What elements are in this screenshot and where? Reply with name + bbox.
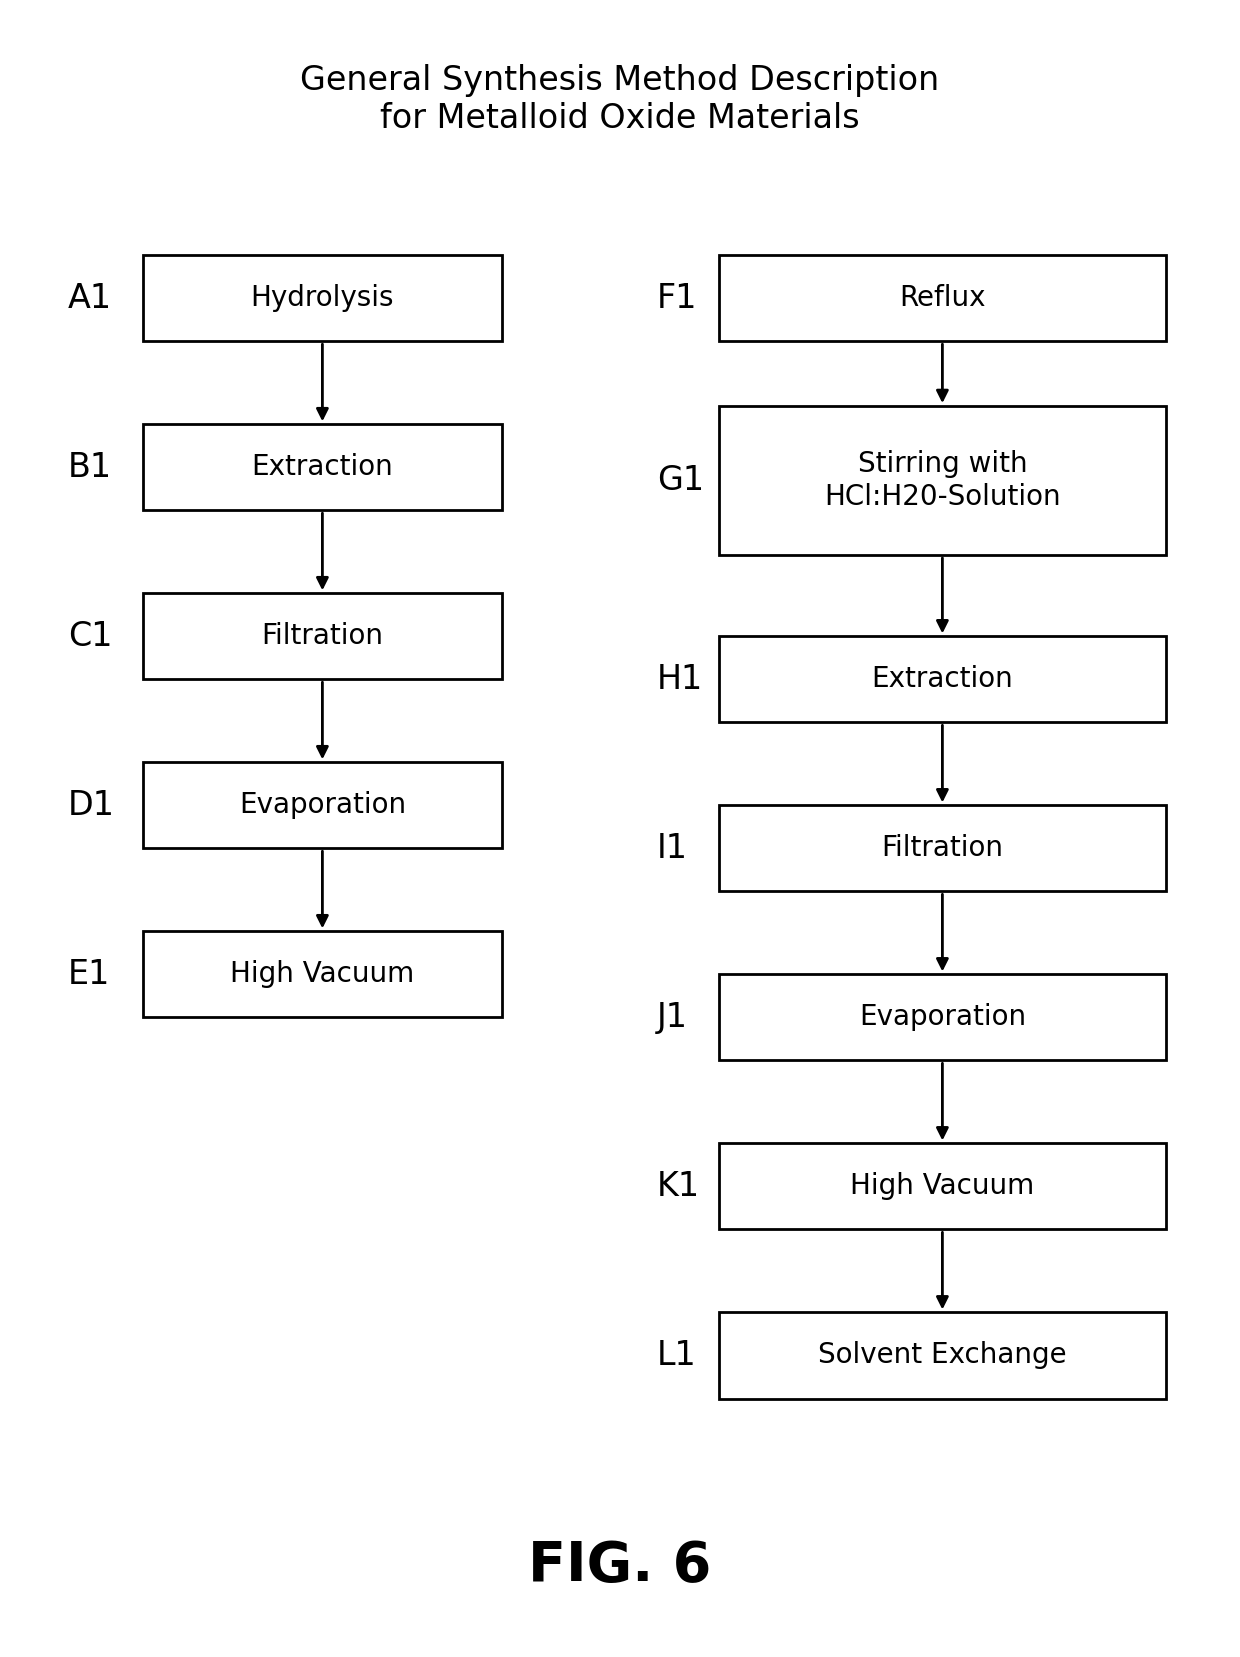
Text: H1: H1 bbox=[657, 663, 703, 696]
Bar bbox=[143, 255, 502, 341]
Bar bbox=[719, 1143, 1166, 1229]
Text: Filtration: Filtration bbox=[882, 835, 1003, 862]
Bar bbox=[143, 762, 502, 848]
Text: Filtration: Filtration bbox=[262, 623, 383, 650]
Bar bbox=[143, 424, 502, 510]
Text: D1: D1 bbox=[68, 789, 115, 822]
Bar bbox=[143, 931, 502, 1017]
Text: General Synthesis Method Description
for Metalloid Oxide Materials: General Synthesis Method Description for… bbox=[300, 65, 940, 134]
Text: G1: G1 bbox=[657, 464, 704, 497]
Text: Extraction: Extraction bbox=[872, 666, 1013, 693]
Bar bbox=[719, 805, 1166, 891]
Text: Evaporation: Evaporation bbox=[239, 792, 405, 819]
Text: B1: B1 bbox=[68, 451, 113, 484]
Text: L1: L1 bbox=[657, 1339, 697, 1372]
Bar bbox=[143, 593, 502, 679]
Text: FIG. 6: FIG. 6 bbox=[528, 1539, 712, 1592]
Text: Extraction: Extraction bbox=[252, 454, 393, 481]
Bar bbox=[719, 636, 1166, 722]
Text: High Vacuum: High Vacuum bbox=[851, 1173, 1034, 1200]
Text: Stirring with
HCl:H20-Solution: Stirring with HCl:H20-Solution bbox=[825, 451, 1060, 510]
Text: K1: K1 bbox=[657, 1170, 701, 1203]
Text: E1: E1 bbox=[68, 958, 110, 991]
Bar bbox=[719, 255, 1166, 341]
Text: Hydrolysis: Hydrolysis bbox=[250, 285, 394, 312]
Text: Evaporation: Evaporation bbox=[859, 1004, 1025, 1031]
Bar bbox=[719, 1312, 1166, 1399]
Text: Solvent Exchange: Solvent Exchange bbox=[818, 1342, 1066, 1369]
Bar bbox=[719, 974, 1166, 1060]
Text: C1: C1 bbox=[68, 620, 113, 653]
Text: F1: F1 bbox=[657, 282, 698, 315]
Text: Reflux: Reflux bbox=[899, 285, 986, 312]
Text: High Vacuum: High Vacuum bbox=[231, 961, 414, 988]
Text: A1: A1 bbox=[68, 282, 113, 315]
Text: I1: I1 bbox=[657, 832, 688, 865]
Bar bbox=[719, 406, 1166, 555]
Text: J1: J1 bbox=[657, 1001, 688, 1034]
